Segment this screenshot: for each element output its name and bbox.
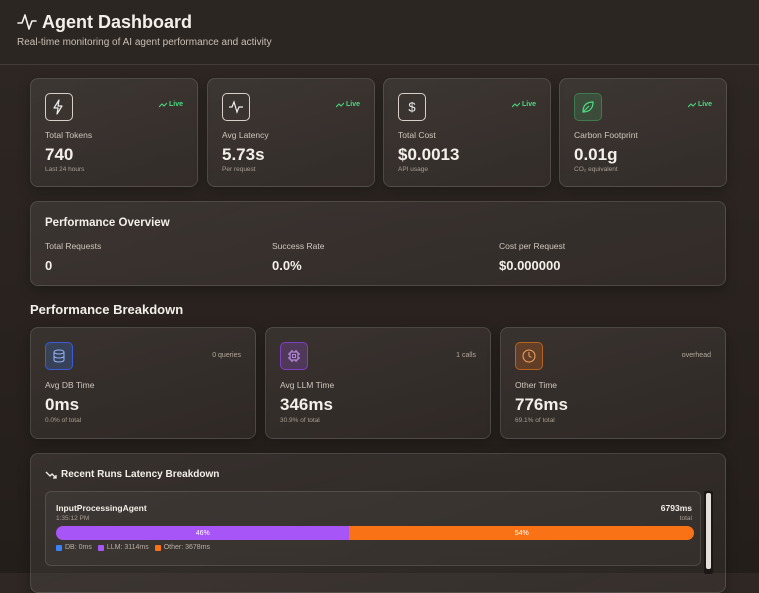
stat-card: $ Live Total Cost $0.0013 API usage: [383, 78, 551, 187]
stat-value: 740: [45, 145, 74, 164]
metric-value: 0: [45, 258, 53, 273]
recent-panel: Recent Runs Latency Breakdown InputProce…: [30, 453, 726, 593]
live-badge: Live: [335, 101, 360, 108]
run-total: 6793ms: [660, 503, 692, 513]
breakdown-note: 0.0% of total: [45, 417, 82, 424]
scroll-thumb[interactable]: [706, 493, 711, 569]
breakdown-tag: overhead: [681, 352, 711, 359]
stat-card: Live Carbon Footprint 0.01g CO₂ equivalent: [559, 78, 727, 187]
recent-title: Recent Runs Latency Breakdown: [61, 469, 220, 480]
breakdown-label: Avg LLM Time: [280, 380, 335, 390]
stat-value: 5.73s: [222, 145, 265, 164]
breakdown-label: Other Time: [515, 380, 558, 390]
overview-title: Performance Overview: [45, 217, 170, 229]
run-item[interactable]: InputProcessingAgent 1:35:12 PM 6793ms tota…: [45, 491, 701, 566]
live-badge: Live: [687, 101, 712, 108]
breakdown-card: overhead Other Time 776ms 69.1% of total: [500, 327, 726, 439]
page-subtitle: Real-time monitoring of AI agent perform…: [17, 37, 272, 48]
overview-panel: Performance Overview Total Requests 0 Succ…: [30, 201, 726, 286]
breakdown-note: 69.1% of total: [515, 417, 555, 424]
bar-segment: 46%: [56, 526, 350, 540]
breakdown-value: 0ms: [45, 395, 80, 414]
stat-card: Live Total Tokens 740 Last 24 hours: [30, 78, 198, 187]
card-icon: [515, 342, 543, 370]
breakdown-value: 776ms: [515, 395, 568, 414]
card-icon: [45, 342, 73, 370]
card-icon: [45, 93, 73, 121]
page-title: Agent Dashboard: [42, 12, 193, 32]
metric-value: 0.0%: [272, 258, 302, 273]
stat-value: 0.01g: [574, 145, 618, 164]
run-legend: DB: 0ms LLM: 3114ms Other: 3678ms: [56, 544, 216, 551]
legend-swatch: [97, 544, 104, 551]
breakdown-value: 346ms: [280, 395, 333, 414]
metric-label: Cost per Request: [499, 241, 566, 251]
scrollbar: [704, 491, 713, 574]
live-badge: Live: [158, 101, 183, 108]
legend-text: DB: 0ms: [65, 544, 92, 551]
live-text: Live: [168, 101, 183, 108]
legend-item: Other: 3678ms: [154, 544, 211, 551]
stat-value: $0.0013: [398, 145, 460, 164]
stat-label: Total Cost: [398, 130, 436, 140]
activity-icon: [17, 14, 37, 30]
legend-swatch: [56, 544, 62, 551]
live-badge: Live: [511, 101, 536, 108]
metric-label: Success Rate: [272, 241, 325, 251]
stat-note: CO₂ equivalent: [574, 166, 618, 173]
card-icon: [222, 93, 250, 121]
breakdown-label: Avg DB Time: [45, 380, 95, 390]
metric-label: Total Requests: [45, 241, 102, 251]
legend-item: LLM: 3114ms: [97, 544, 149, 551]
latency-bar: 46% 54%: [56, 526, 694, 540]
stat-label: Total Tokens: [45, 130, 93, 140]
breakdown-card: 0 queries Avg DB Time 0ms 0.0% of total: [30, 327, 256, 439]
stat-note: Last 24 hours: [45, 166, 85, 173]
legend-swatch: [154, 544, 161, 551]
trend-down-icon: [45, 471, 57, 479]
breakdown-note: 30.9% of total: [280, 417, 320, 424]
legend-text: Other: 3678ms: [163, 544, 211, 551]
card-icon: [280, 342, 308, 370]
breakdown-title: Performance Breakdown: [30, 302, 184, 317]
bar-segment: 54%: [349, 526, 694, 540]
breakdown-tag: 0 queries: [212, 352, 241, 359]
legend-text: LLM: 3114ms: [106, 544, 149, 551]
stat-note: Per request: [222, 166, 256, 173]
stat-card: Live Avg Latency 5.73s Per request: [207, 78, 375, 187]
stat-note: API usage: [398, 166, 428, 173]
run-total-note: total: [679, 515, 692, 522]
breakdown-card: 1 calls Avg LLM Time 346ms 30.9% of total: [265, 327, 491, 439]
stat-label: Avg Latency: [222, 130, 269, 140]
svg-text:$: $: [408, 100, 416, 115]
run-name: InputProcessingAgent: [56, 503, 147, 513]
stat-label: Carbon Footprint: [574, 130, 638, 140]
breakdown-tag: 1 calls: [456, 352, 476, 359]
card-icon: $: [398, 93, 426, 121]
card-icon: [574, 93, 602, 121]
legend-item: DB: 0ms: [56, 544, 92, 551]
live-text: Live: [345, 101, 360, 108]
run-time: 1:35:12 PM: [56, 515, 90, 522]
live-text: Live: [697, 101, 712, 108]
header: Agent Dashboard Real-time monitoring of …: [0, 0, 759, 65]
live-text: Live: [521, 101, 536, 108]
metric-value: $0.000000: [499, 258, 561, 273]
